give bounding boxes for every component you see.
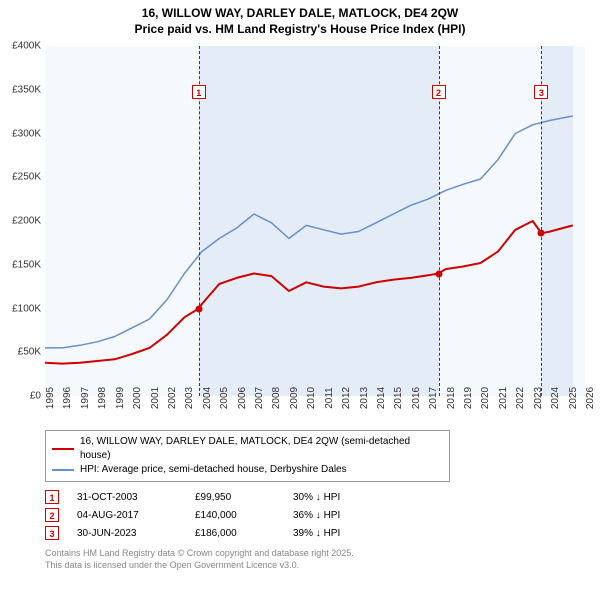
x-tick-label: 2001 (150, 387, 161, 409)
transaction-marker: 2 (45, 508, 59, 522)
y-tick-label: £200K (12, 216, 41, 227)
x-tick-label: 1996 (62, 387, 73, 409)
attribution: Contains HM Land Registry data © Crown c… (45, 548, 595, 571)
x-tick-label: 2015 (393, 387, 404, 409)
attribution-line1: Contains HM Land Registry data © Crown c… (45, 548, 595, 560)
x-tick-label: 2014 (376, 387, 387, 409)
transaction-pct: 39% ↓ HPI (293, 528, 373, 539)
transaction-date: 04-AUG-2017 (77, 510, 177, 521)
transaction-pct: 36% ↓ HPI (293, 510, 373, 521)
y-axis: £0£50K£100K£150K£200K£250K£300K£350K£400… (5, 46, 43, 396)
x-tick-label: 2003 (184, 387, 195, 409)
title-line2: Price paid vs. HM Land Registry's House … (0, 22, 600, 38)
marker-dot (435, 270, 442, 277)
transaction-price: £99,950 (195, 492, 275, 503)
series-hpi (45, 116, 573, 348)
x-tick-label: 2017 (428, 387, 439, 409)
plot-area: 1 2 3 (45, 46, 585, 396)
title-line1: 16, WILLOW WAY, DARLEY DALE, MATLOCK, DE… (0, 6, 600, 22)
x-tick-label: 1995 (45, 387, 56, 409)
chart-title: 16, WILLOW WAY, DARLEY DALE, MATLOCK, DE… (0, 0, 600, 41)
transaction-row: 2 04-AUG-2017 £140,000 36% ↓ HPI (45, 506, 595, 524)
legend-label: 16, WILLOW WAY, DARLEY DALE, MATLOCK, DE… (80, 435, 443, 463)
x-tick-label: 2013 (359, 387, 370, 409)
y-tick-label: £0 (30, 391, 41, 402)
series-svg (45, 46, 585, 396)
transaction-row: 1 31-OCT-2003 £99,950 30% ↓ HPI (45, 488, 595, 506)
x-tick-label: 2010 (306, 387, 317, 409)
x-tick-label: 2004 (202, 387, 213, 409)
y-tick-label: £150K (12, 259, 41, 270)
y-tick-label: £250K (12, 172, 41, 183)
x-tick-label: 1999 (115, 387, 126, 409)
legend-row: HPI: Average price, semi-detached house,… (52, 463, 443, 477)
y-tick-label: £400K (12, 41, 41, 52)
legend: 16, WILLOW WAY, DARLEY DALE, MATLOCK, DE… (45, 430, 450, 482)
y-tick-label: £50K (18, 347, 41, 358)
legend-swatch (52, 469, 74, 471)
x-tick-label: 2009 (289, 387, 300, 409)
marker-box: 1 (192, 85, 206, 99)
transaction-pct: 30% ↓ HPI (293, 492, 373, 503)
x-tick-label: 2008 (271, 387, 282, 409)
transaction-price: £140,000 (195, 510, 275, 521)
chart: £0 £50K £100K £150K £200K £250K £300K £350K £400… (5, 41, 595, 426)
marker-dot (538, 230, 545, 237)
x-tick-label: 2002 (167, 387, 178, 409)
x-tick-label: 2026 (585, 387, 596, 409)
x-tick-label: 2012 (341, 387, 352, 409)
x-tick-label: 2019 (463, 387, 474, 409)
transaction-table: 1 31-OCT-2003 £99,950 30% ↓ HPI 2 04-AUG-2017… (45, 488, 595, 542)
x-tick-label: 2018 (446, 387, 457, 409)
transaction-date: 30-JUN-2023 (77, 528, 177, 539)
transaction-row: 3 30-JUN-2023 £186,000 39% ↓ HPI (45, 524, 595, 542)
y-tick-label: £300K (12, 128, 41, 139)
marker-dot (195, 305, 202, 312)
legend-label: HPI: Average price, semi-detached house,… (80, 463, 347, 477)
x-tick-label: 2022 (515, 387, 526, 409)
x-axis: 1995199619971998199920002001200220032004… (45, 396, 585, 426)
x-tick-label: 2024 (550, 387, 561, 409)
transaction-marker: 1 (45, 490, 59, 504)
series-property (45, 221, 573, 364)
x-tick-label: 2005 (219, 387, 230, 409)
x-tick-label: 2023 (533, 387, 544, 409)
x-tick-label: 2000 (132, 387, 143, 409)
legend-row: 16, WILLOW WAY, DARLEY DALE, MATLOCK, DE… (52, 435, 443, 463)
x-tick-label: 2006 (237, 387, 248, 409)
marker-box: 3 (534, 85, 548, 99)
x-tick-label: 2007 (254, 387, 265, 409)
x-tick-label: 1998 (97, 387, 108, 409)
marker-box: 2 (432, 85, 446, 99)
transaction-price: £186,000 (195, 528, 275, 539)
x-tick-label: 2025 (568, 387, 579, 409)
x-tick-label: 2020 (480, 387, 491, 409)
x-tick-label: 2016 (411, 387, 422, 409)
x-tick-label: 2011 (324, 387, 335, 409)
attribution-line2: This data is licensed under the Open Gov… (45, 560, 595, 572)
transaction-date: 31-OCT-2003 (77, 492, 177, 503)
legend-swatch (52, 448, 74, 450)
y-tick-label: £100K (12, 303, 41, 314)
y-tick-label: £350K (12, 84, 41, 95)
x-tick-label: 2021 (498, 387, 509, 409)
transaction-marker: 3 (45, 526, 59, 540)
x-tick-label: 1997 (80, 387, 91, 409)
